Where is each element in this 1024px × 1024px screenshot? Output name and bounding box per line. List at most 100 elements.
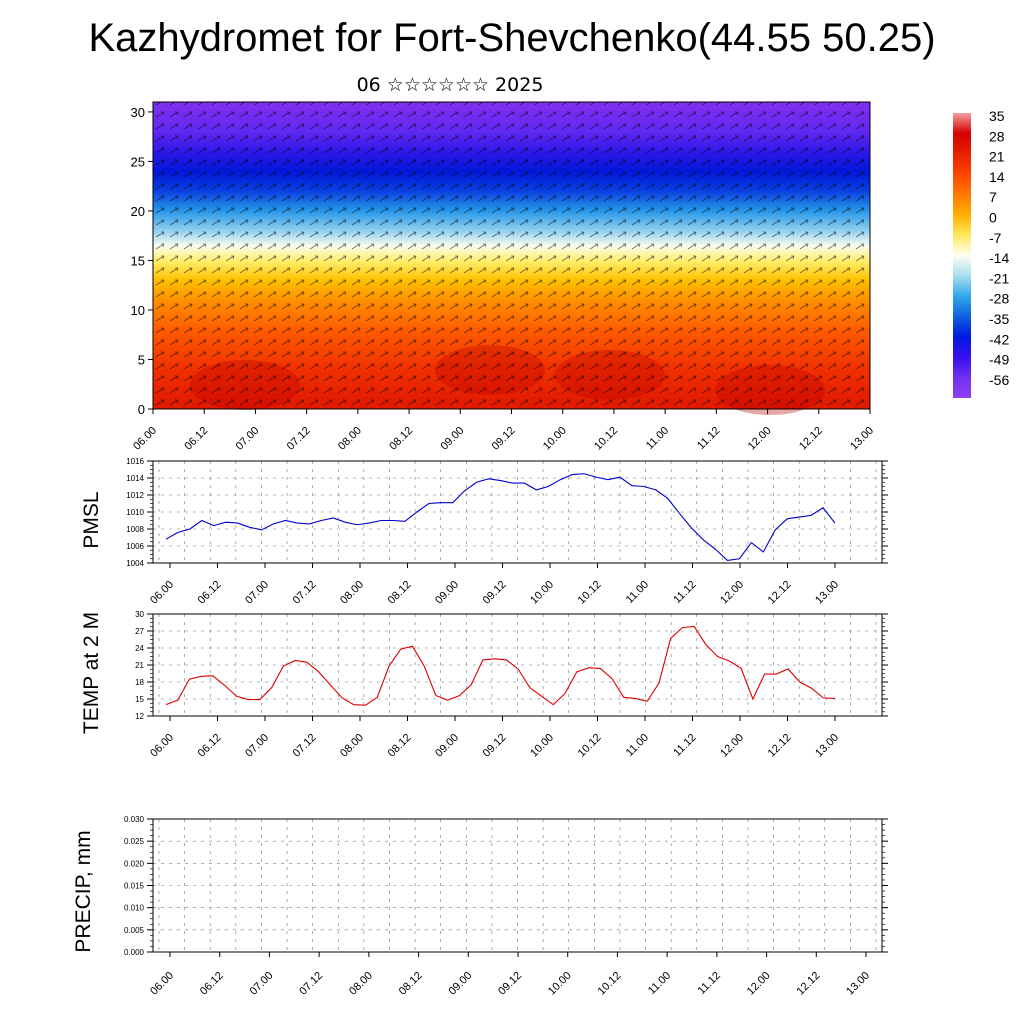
temp-ytick-label: 21 <box>135 661 144 670</box>
temp-ytick-label: 27 <box>135 627 144 636</box>
temp-ytick-label: 15 <box>135 695 144 704</box>
pmsl-ytick-label: 1016 <box>126 457 144 466</box>
temp-frame <box>152 613 883 717</box>
temp-panel: 12 15 18 21 24 27 30 TEMP at 2 M 06.00 06.12 07.00… <box>80 610 888 760</box>
precip-ytick-label: 0.010 <box>124 904 145 913</box>
temp-ytick-label: 18 <box>135 678 144 687</box>
temp-xtick-label: 12.00 <box>718 732 746 760</box>
pmsl-ytick-label: 1004 <box>126 559 144 568</box>
colorbar: 35 28 21 14 7 0 -7 -14 -21 -28 -35 -42 -49 -56 <box>953 108 1009 398</box>
pmsl-xtick-label: 07.12 <box>291 579 319 607</box>
temp-xtick-label: 10.12 <box>576 732 604 760</box>
xsec-xtick-label: 10.00 <box>541 425 569 453</box>
colorbar-label: 14 <box>989 169 1005 185</box>
colorbar-label: -28 <box>989 291 1009 307</box>
xsec-ytick-label: 25 <box>131 154 145 169</box>
colorbar-label: -49 <box>989 352 1009 368</box>
pmsl-ylabel: PMSL <box>80 491 103 548</box>
wind-vectors <box>153 102 870 409</box>
temp-xtick-label: 13.00 <box>813 732 841 760</box>
colorbar-ramp <box>953 113 971 398</box>
page-title: Kazhydromet for Fort-Shevchenko(44.55 50… <box>88 16 936 60</box>
temp-xtick-label: 06.12 <box>196 732 224 760</box>
page-subtitle: 06 ☆☆☆☆☆☆ 2025 <box>356 74 544 96</box>
precip-xtick-label: 10.12 <box>596 970 624 998</box>
pmsl-frame <box>152 460 883 564</box>
temp-xtick-label: 08.12 <box>386 732 414 760</box>
cross-section-panel: 0 5 10 15 20 25 30 06.00 06.12 07.00 07.12 08.00 08.… <box>131 101 876 453</box>
xsec-xtick-label: 08.12 <box>387 425 415 453</box>
colorbar-label: 0 <box>989 210 997 226</box>
xsec-xtick-label: 06.00 <box>131 425 159 453</box>
colorbar-label: 28 <box>989 128 1005 144</box>
temp-xtick-label: 12.12 <box>766 732 794 760</box>
pmsl-series-line <box>165 473 836 562</box>
xsec-xtick-label: 11.12 <box>695 425 722 452</box>
colorbar-label: 35 <box>989 108 1005 124</box>
pmsl-xtick-label: 09.00 <box>433 579 461 607</box>
xsec-ytick-label: 20 <box>131 204 145 219</box>
xsec-xtick-label: 07.00 <box>234 425 262 453</box>
precip-xtick-label: 09.00 <box>446 970 474 998</box>
temp-xtick-label: 11.12 <box>671 732 698 759</box>
xsec-xtick-label: 06.12 <box>182 425 210 453</box>
colorbar-label: -56 <box>989 372 1009 388</box>
xsec-xtick-label: 12.12 <box>797 425 825 453</box>
temp-series-line <box>165 625 836 706</box>
precip-xtick-label: 10.00 <box>546 970 574 998</box>
precip-ylabel: PRECIP, mm <box>72 830 95 952</box>
precip-xtick-label: 12.12 <box>794 970 822 998</box>
colorbar-label: 21 <box>989 149 1005 165</box>
pmsl-ytick-label: 1010 <box>126 508 144 517</box>
pmsl-xtick-label: 13.00 <box>813 579 841 607</box>
pmsl-xtick-label: 08.12 <box>386 579 414 607</box>
precip-ytick-label: 0.030 <box>124 815 145 824</box>
xsec-ytick-label: 5 <box>138 352 145 367</box>
colorbar-label: -21 <box>989 270 1009 286</box>
colorbar-label: 7 <box>989 189 997 205</box>
precip-xtick-label: 06.00 <box>148 970 176 998</box>
temp-ytick-label: 12 <box>135 712 144 721</box>
pmsl-xtick-label: 12.00 <box>718 579 746 607</box>
xsec-ytick-label: 15 <box>131 253 145 268</box>
temp-xtick-label: 06.00 <box>148 732 176 760</box>
precip-ytick-label: 0.020 <box>124 859 145 868</box>
xsec-xtick-label: 09.00 <box>438 425 466 453</box>
precip-xtick-label: 11.00 <box>646 970 673 997</box>
precip-ytick-label: 0.025 <box>124 837 145 846</box>
temp-xtick-label: 11.00 <box>624 732 651 759</box>
pmsl-ytick-label: 1014 <box>126 474 144 483</box>
xsec-xtick-label: 10.12 <box>592 425 620 453</box>
temp-xtick-label: 09.00 <box>433 732 461 760</box>
precip-xtick-label: 12.00 <box>745 970 773 998</box>
pmsl-xtick-label: 10.12 <box>576 579 604 607</box>
precip-panel: 0.000 0.005 0.010 0.015 0.020 0.025 0.030 PRECI… <box>72 815 888 998</box>
precip-xtick-label: 09.12 <box>496 970 524 998</box>
colorbar-label: -42 <box>989 331 1009 347</box>
precip-xtick-label: 08.12 <box>397 970 425 998</box>
xsec-ytick-label: 0 <box>138 402 145 417</box>
temp-ylabel: TEMP at 2 M <box>80 612 103 734</box>
temp-xtick-label: 07.12 <box>291 732 319 760</box>
pmsl-xtick-label: 11.12 <box>671 579 698 606</box>
pmsl-xtick-label: 10.00 <box>528 579 556 607</box>
temp-ytick-label: 30 <box>135 610 144 619</box>
temp-xtick-label: 08.00 <box>338 732 366 760</box>
xsec-ytick-label: 10 <box>131 303 145 318</box>
precip-ytick-label: 0.000 <box>124 948 145 957</box>
pmsl-xtick-label: 11.00 <box>624 579 651 606</box>
pmsl-xtick-label: 12.12 <box>766 579 794 607</box>
temp-xtick-label: 07.00 <box>243 732 271 760</box>
pmsl-xtick-label: 08.00 <box>338 579 366 607</box>
precip-ytick-label: 0.005 <box>124 926 145 935</box>
xsec-xtick-label: 07.12 <box>285 425 313 453</box>
precip-xtick-label: 07.00 <box>248 970 276 998</box>
pmsl-panel: 1004 1006 1008 1010 1012 1014 1016 PMSL 06.00 06.… <box>80 457 888 607</box>
temp-xtick-label: 09.12 <box>481 732 509 760</box>
temp-xtick-label: 10.00 <box>528 732 556 760</box>
xsec-xtick-label: 08.00 <box>336 425 364 453</box>
colorbar-label: -14 <box>989 250 1009 266</box>
pmsl-ytick-label: 1012 <box>126 491 144 500</box>
pmsl-xtick-label: 07.00 <box>243 579 271 607</box>
